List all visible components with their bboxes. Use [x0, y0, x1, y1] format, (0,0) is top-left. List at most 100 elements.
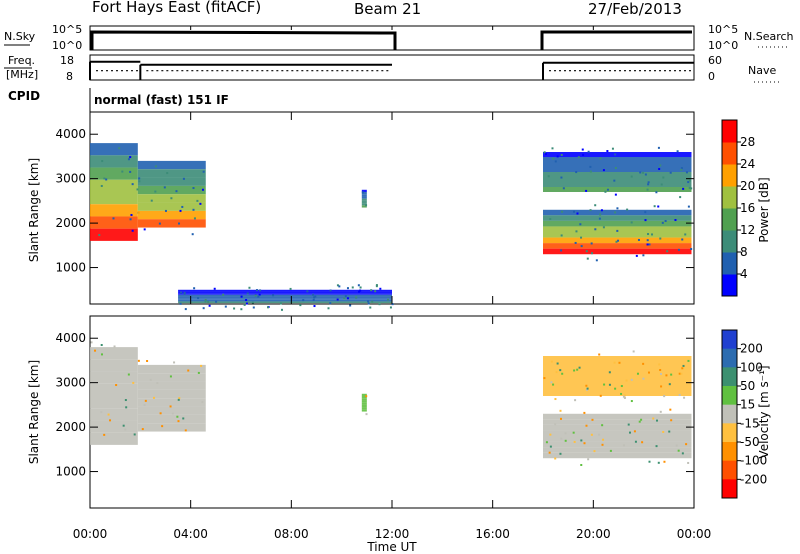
- scatter-patch-2-0: [361, 189, 367, 192]
- scatter-point: [656, 419, 659, 422]
- scatter-point: [573, 369, 576, 372]
- scatter-patch-1-1: [137, 169, 206, 178]
- scatter-point: [586, 388, 589, 391]
- power-colorbar-tick-label: 16: [740, 201, 755, 215]
- range-tick-label: 2000: [55, 216, 86, 230]
- scatter-point: [680, 168, 683, 171]
- scatter-point: [668, 383, 671, 386]
- scatter-patch-0-5: [90, 204, 138, 217]
- scatter-point: [664, 219, 667, 222]
- power-yticks: 1000 2000 3000 4000: [55, 127, 694, 275]
- scatter-point: [313, 296, 316, 299]
- scatter-patch-4-6: [543, 182, 692, 187]
- scatter-point: [248, 286, 251, 289]
- scatter-point: [622, 444, 625, 447]
- scatter-point: [129, 156, 132, 159]
- scatter-point: [233, 307, 236, 310]
- scatter-patch-3-6: [543, 243, 692, 249]
- scatter-point: [109, 419, 112, 422]
- scatter-patch-0-2: [90, 371, 138, 384]
- scatter-point: [361, 191, 364, 194]
- velocity-colorbar-tick-label: -50: [740, 435, 760, 449]
- scatter-point: [648, 460, 651, 463]
- scatter-point: [574, 241, 577, 244]
- scatter-point: [662, 176, 665, 179]
- scatter-point: [630, 175, 633, 178]
- scatter-point: [130, 213, 133, 216]
- scatter-patch-0-5: [90, 408, 138, 421]
- scatter-point: [149, 378, 152, 381]
- scatter-patch-1-5: [137, 202, 206, 211]
- scatter-point: [587, 150, 590, 153]
- scatter-point: [550, 360, 553, 363]
- scatter-point: [133, 433, 136, 436]
- scatter-point: [549, 445, 552, 448]
- power-colorbar-swatch: [722, 186, 737, 209]
- scatter-point: [154, 190, 157, 193]
- scatter-point: [201, 188, 204, 191]
- power-colorbar-label: Power [dB]: [757, 177, 771, 242]
- scatter-point: [349, 304, 352, 307]
- scatter-point: [240, 308, 243, 311]
- scatter-point: [677, 449, 680, 452]
- scatter-point: [618, 361, 621, 364]
- scatter-point: [124, 428, 127, 431]
- scatter-point: [103, 177, 106, 180]
- freq-label-top: Freq.: [8, 54, 35, 67]
- scatter-point: [627, 423, 630, 426]
- scatter-point: [289, 287, 292, 290]
- time-axis: 00:00 04:00 08:00 12:00 16:00 20:00 00:00: [73, 26, 711, 541]
- scatter-point: [98, 234, 101, 237]
- power-colorbar-tick-label: 24: [740, 157, 755, 171]
- scatter-point: [613, 361, 616, 364]
- scatter-point: [680, 167, 683, 170]
- scatter-point: [560, 153, 563, 156]
- range-tick-label: 4000: [55, 127, 86, 141]
- scatter-point: [164, 209, 167, 212]
- scatter-point: [658, 168, 661, 171]
- scatter-patch-4-1: [543, 157, 692, 162]
- scatter-patch-3-4: [543, 232, 692, 238]
- scatter-point: [204, 300, 207, 303]
- scatter-point: [641, 441, 644, 444]
- scatter-point: [202, 307, 205, 310]
- scatter-point: [543, 151, 546, 154]
- time-tick-label: 12:00: [375, 527, 410, 541]
- scatter-point: [544, 153, 547, 156]
- scatter-point: [560, 249, 563, 252]
- scatter-point: [365, 204, 368, 207]
- scatter-patch-2-2: [361, 194, 367, 197]
- scatter-patch-0-6: [90, 420, 138, 433]
- scatter-point: [178, 397, 181, 400]
- scatter-point: [665, 374, 668, 377]
- scatter-point: [614, 211, 617, 214]
- scatter-patch-1-6: [137, 210, 206, 220]
- scatter-point: [564, 439, 567, 442]
- scatter-point: [552, 383, 555, 386]
- scatter-point: [679, 196, 682, 199]
- cpid-mode: normal (fast) 151 IF: [94, 93, 229, 107]
- scatter-patch-1-0: [137, 160, 206, 170]
- scatter-point: [222, 293, 225, 296]
- scatter-patch-3-3: [543, 430, 692, 436]
- scatter-point: [202, 170, 205, 173]
- scatter-point: [207, 300, 210, 303]
- velocity-colorbar-swatch: [722, 423, 737, 443]
- scatter-point: [634, 440, 637, 443]
- scatter-point: [179, 302, 182, 305]
- scatter-point: [620, 385, 623, 388]
- scatter-point: [163, 186, 166, 189]
- nsky-tick-top: 10^5: [52, 23, 82, 36]
- scatter-point: [208, 304, 211, 307]
- velocity-colorbar-swatch: [722, 348, 737, 368]
- scatter-patch-2-4: [361, 402, 367, 405]
- scatter-patch-0-7: [90, 432, 138, 445]
- scatter-patch-5-2: [178, 293, 392, 295]
- scatter-point: [146, 359, 149, 362]
- scatter-patch-4-7: [543, 187, 692, 192]
- scatter-point: [585, 250, 588, 253]
- scatter-point: [594, 228, 597, 231]
- scatter-point: [254, 294, 257, 297]
- scatter-patch-1-2: [137, 381, 206, 390]
